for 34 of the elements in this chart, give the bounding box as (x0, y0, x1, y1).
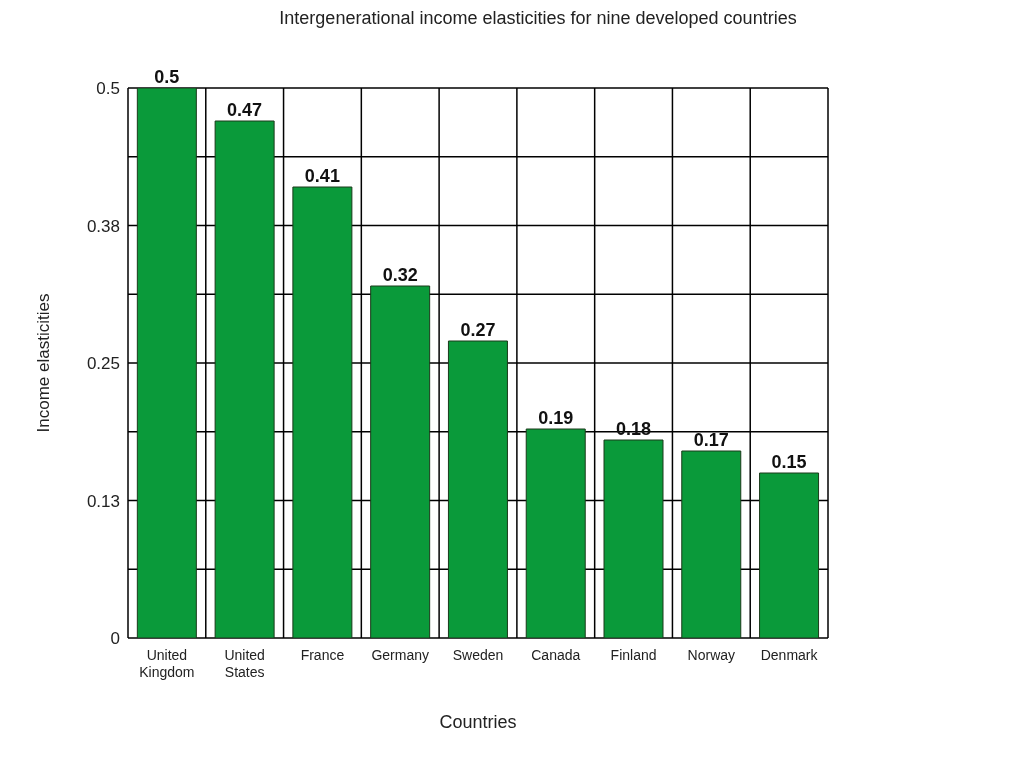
y-tick-label: 0.13 (86, 491, 120, 511)
x-tick-label: Germany (371, 647, 430, 663)
data-label: 0.5 (154, 67, 180, 87)
bar (447, 340, 508, 638)
data-label: 0.15 (771, 452, 807, 472)
bar (370, 285, 431, 638)
data-label: 0.41 (304, 166, 340, 186)
x-tick-label: Sweden (452, 647, 504, 663)
chart-title: Intergenerational income elasticities for nine developed countries (278, 8, 798, 30)
y-tick-label: 0 (110, 629, 120, 649)
data-label: 0.17 (693, 430, 729, 450)
x-tick-label: Norway (687, 647, 736, 663)
bar (214, 120, 275, 638)
x-tick-label: Finland (610, 647, 657, 663)
bar (681, 450, 742, 638)
x-tick-label: United States (224, 647, 265, 680)
x-tick-label: France (300, 647, 345, 663)
bar (759, 472, 820, 638)
bar (525, 428, 586, 638)
data-label: 0.27 (460, 320, 496, 340)
data-label: 0.47 (227, 100, 263, 120)
bar (292, 186, 353, 638)
y-tick-label: 0.38 (86, 216, 120, 236)
x-tick-label: Canada (531, 647, 581, 663)
data-label: 0.19 (538, 408, 574, 428)
y-tick-label: 0.25 (86, 354, 120, 374)
bar (603, 439, 664, 638)
bar (136, 88, 197, 638)
x-tick-label: United Kingdom (139, 647, 195, 680)
x-tick-label: Denmark (760, 647, 819, 663)
data-label: 0.32 (382, 265, 418, 285)
y-axis-title: Income elasticities (34, 293, 54, 433)
x-axis-title: Countries (439, 712, 517, 732)
y-tick-label: 0.5 (96, 79, 120, 99)
